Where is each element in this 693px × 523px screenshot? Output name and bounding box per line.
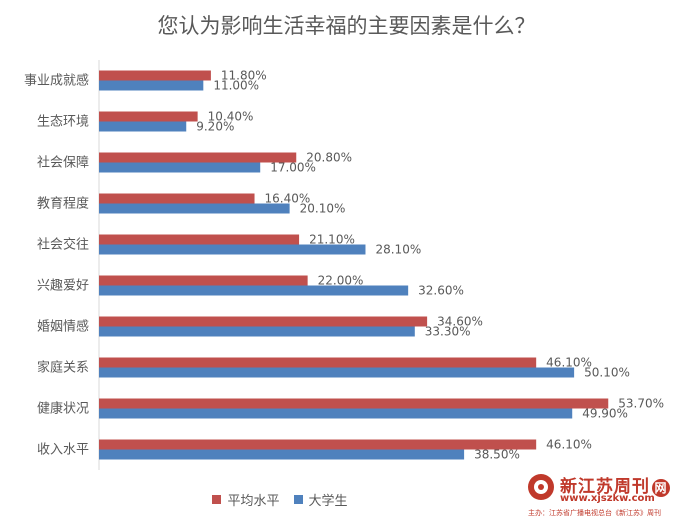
- watermark-badge: 网: [652, 479, 670, 497]
- data-label-series-2: 49.90%: [582, 407, 628, 421]
- data-label-series-2: 9.20%: [196, 120, 234, 134]
- bar-series-2: [99, 408, 573, 419]
- bar-series-1: [99, 316, 428, 327]
- data-label-series-1: 46.10%: [546, 438, 592, 452]
- category-label: 收入水平: [37, 443, 89, 458]
- legend-label-series-1: 平均水平: [227, 494, 280, 509]
- data-label-series-2: 28.10%: [375, 243, 421, 257]
- data-label-series-2: 32.60%: [418, 284, 464, 298]
- data-label-series-2: 17.00%: [270, 161, 316, 175]
- bar-series-1: [99, 275, 308, 286]
- data-label-series-2: 38.50%: [474, 448, 520, 462]
- category-label: 社会交往: [37, 237, 89, 253]
- legend-label-series-2: 大学生: [308, 494, 348, 509]
- data-label-series-2: 50.10%: [584, 366, 630, 380]
- bar-series-2: [99, 244, 366, 255]
- legend-swatch-series-2: [293, 495, 303, 504]
- data-label-series-1: 11.80%: [221, 69, 267, 83]
- data-label-series-1: 46.10%: [546, 356, 592, 370]
- legend-item-series-1: 平均水平: [212, 490, 280, 509]
- bars: [99, 70, 609, 460]
- bar-series-2: [99, 326, 415, 337]
- bar-series-1: [99, 398, 609, 409]
- category-label: 兴趣爱好: [37, 279, 89, 294]
- watermark-logo-icon: [528, 474, 554, 500]
- bar-series-1: [99, 193, 255, 204]
- chart-title: 您认为影响生活幸福的主要因素是什么？: [157, 14, 536, 38]
- bar-series-1: [99, 357, 537, 368]
- bar-series-1: [99, 234, 300, 245]
- category-label: 健康状况: [37, 401, 89, 417]
- data-label-series-1: 22.00%: [318, 274, 364, 288]
- category-label: 生态环境: [37, 115, 89, 130]
- data-label-series-1: 10.40%: [208, 110, 254, 124]
- category-label: 社会保障: [37, 155, 89, 171]
- data-label-series-1: 53.70%: [618, 397, 664, 411]
- data-label-series-2: 11.00%: [213, 79, 259, 93]
- legend-item-series-2: 大学生: [293, 490, 348, 509]
- category-labels: 事业成就感生态环境社会保障教育程度社会交往兴趣爱好婚姻情感家庭关系健康状况收入水…: [24, 73, 89, 458]
- bar-chart: 事业成就感生态环境社会保障教育程度社会交往兴趣爱好婚姻情感家庭关系健康状况收入水…: [24, 60, 664, 470]
- bar-series-2: [99, 80, 204, 91]
- data-label-series-1: 21.10%: [309, 233, 355, 247]
- bar-series-1: [99, 152, 297, 163]
- bar-series-1: [99, 439, 537, 450]
- data-label-series-2: 20.10%: [300, 202, 346, 216]
- bar-series-1: [99, 111, 198, 122]
- category-label: 婚姻情感: [37, 319, 89, 335]
- bar-series-2: [99, 449, 465, 460]
- watermark-url: www.xjszkw.com: [560, 493, 655, 504]
- watermark-name: 新江苏周刊网: [560, 472, 670, 497]
- data-label-series-1: 34.60%: [437, 315, 483, 329]
- bar-series-2: [99, 203, 290, 214]
- legend: 平均水平 大学生: [0, 490, 560, 509]
- value-labels: 11.80%11.00% 10.40%9.20% 20.80%17.00% 16.40…: [196, 69, 664, 462]
- bar-series-2: [99, 367, 575, 378]
- data-label-series-2: 33.30%: [425, 325, 471, 339]
- category-label: 教育程度: [37, 196, 89, 212]
- data-label-series-1: 20.80%: [306, 151, 352, 165]
- bar-series-1: [99, 70, 211, 81]
- data-label-series-1: 16.40%: [265, 192, 311, 206]
- category-label: 家庭关系: [37, 360, 89, 376]
- bar-series-2: [99, 121, 187, 132]
- legend-swatch-series-1: [212, 495, 222, 504]
- watermark: 新江苏周刊网 www.xjszkw.com 主办：江苏省广播电视总台《新江苏》周…: [528, 470, 690, 520]
- bar-series-2: [99, 285, 409, 296]
- watermark-caption: 主办：江苏省广播电视总台《新江苏》周刊: [528, 509, 661, 517]
- bar-series-2: [99, 162, 261, 173]
- category-label: 事业成就感: [24, 73, 89, 89]
